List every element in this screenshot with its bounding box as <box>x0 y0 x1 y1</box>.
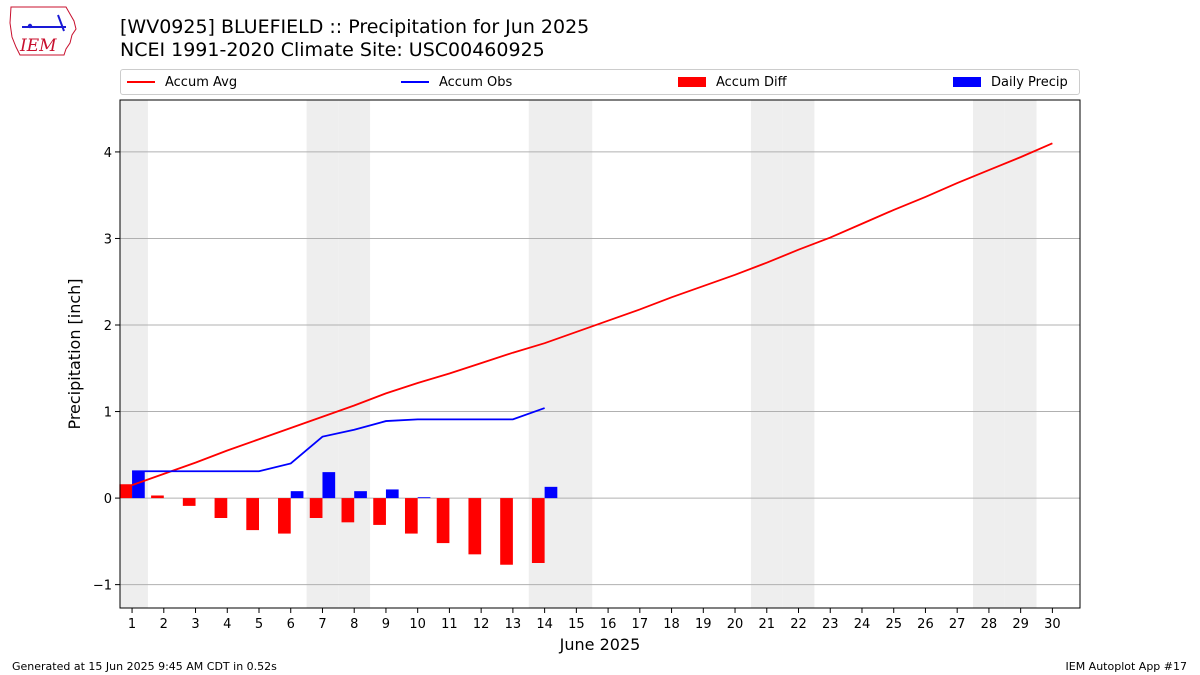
x-tick-label: 20 <box>727 617 744 632</box>
accum-diff-bar-11 <box>436 498 450 544</box>
weekend-shade-29 <box>1004 100 1037 608</box>
accum-diff-bar-8 <box>341 498 355 523</box>
daily-precip-bar-9 <box>385 489 399 499</box>
x-tick-label: 14 <box>536 617 553 632</box>
daily-precip-bar-7 <box>322 472 336 499</box>
x-tick-label: 13 <box>505 617 522 632</box>
x-tick-label: 3 <box>191 617 199 632</box>
app-credit: IEM Autoplot App #17 <box>1065 660 1188 673</box>
x-tick-label: 22 <box>790 617 807 632</box>
accum-diff-bar-10 <box>404 498 418 534</box>
daily-precip-bar-8 <box>354 491 367 499</box>
x-tick-label: 27 <box>949 617 966 632</box>
legend-label-accum-diff: Accum Diff <box>716 74 787 90</box>
plot-frame <box>119 99 1081 609</box>
y-tick-label: 2 <box>104 319 112 334</box>
y-tick-label: −1 <box>93 579 112 594</box>
weekend-shade-22 <box>782 100 815 608</box>
x-tick-label: 30 <box>1044 617 1061 632</box>
x-tick-label: 5 <box>255 617 263 632</box>
x-tick-label: 9 <box>382 617 390 632</box>
legend-swatch-daily-precip <box>953 77 981 87</box>
daily-precip-bar-14 <box>544 486 558 499</box>
accum-diff-bar-12 <box>468 498 482 555</box>
x-tick-label: 15 <box>568 617 585 632</box>
daily-precip-bar-10 <box>417 497 431 499</box>
weekend-shade-8 <box>338 100 371 608</box>
accum-avg-line <box>131 142 1053 486</box>
x-tick-label: 12 <box>473 617 490 632</box>
weekend-shade-14 <box>528 100 561 608</box>
daily-precip-bar-1 <box>132 471 145 499</box>
legend-item-accum-diff: Accum Diff <box>678 70 787 94</box>
accum-diff-bar-3 <box>182 498 196 506</box>
y-tick-label: 4 <box>104 146 112 161</box>
accum-diff-bar-7 <box>309 498 323 518</box>
x-tick-label: 23 <box>822 617 839 632</box>
legend-swatch-accum-obs <box>401 81 429 83</box>
y-tick-label: 3 <box>104 232 112 247</box>
x-tick-label: 25 <box>885 617 902 632</box>
weekend-shade-21 <box>750 100 783 608</box>
weekend-shade-15 <box>560 100 593 608</box>
x-tick-label: 17 <box>632 617 649 632</box>
iem-logo: IEM <box>9 6 77 56</box>
x-tick-label: 16 <box>600 617 617 632</box>
x-tick-label: 2 <box>160 617 168 632</box>
x-tick-label: 8 <box>350 617 358 632</box>
x-tick-label: 7 <box>318 617 326 632</box>
x-tick-label: 21 <box>758 617 775 632</box>
legend-swatch-accum-diff <box>678 77 706 87</box>
legend-item-accum-obs: Accum Obs <box>401 70 512 94</box>
chart-subtitle: NCEI 1991-2020 Climate Site: USC00460925 <box>120 39 545 61</box>
x-tick-label: 18 <box>663 617 680 632</box>
x-tick-label: 26 <box>917 617 934 632</box>
legend-label-accum-obs: Accum Obs <box>439 74 513 90</box>
y-tick-label: 0 <box>104 492 112 507</box>
legend-item-accum-avg: Accum Avg <box>127 70 237 94</box>
weekend-shade-28 <box>973 100 1005 608</box>
y-tick-label: 1 <box>104 406 112 421</box>
accum-diff-bar-5 <box>246 498 260 531</box>
x-tick-label: 19 <box>695 617 712 632</box>
x-tick-label: 29 <box>1012 617 1029 632</box>
x-tick-label: 6 <box>287 617 295 632</box>
chart-legend: Accum Avg Accum Obs Accum Diff Daily Pre… <box>120 69 1080 95</box>
logo-text: IEM <box>19 36 57 56</box>
x-tick-label: 28 <box>981 617 998 632</box>
legend-swatch-accum-avg <box>127 81 155 83</box>
accum-diff-bar-2 <box>151 495 164 499</box>
accum-diff-bar-4 <box>214 498 228 518</box>
x-tick-label: 10 <box>409 617 426 632</box>
chart-title: [WV0925] BLUEFIELD :: Precipitation for … <box>120 16 590 38</box>
x-axis-label: June 2025 <box>559 635 641 654</box>
x-tick-label: 1 <box>128 617 136 632</box>
daily-precip-bar-6 <box>290 491 304 499</box>
legend-label-accum-avg: Accum Avg <box>165 74 238 90</box>
accum-diff-bar-1 <box>119 484 133 499</box>
accum-diff-bar-13 <box>500 498 513 565</box>
accum-obs-line <box>132 407 545 473</box>
generated-timestamp: Generated at 15 Jun 2025 9:45 AM CDT in … <box>12 660 277 673</box>
weekend-shade-7 <box>306 100 339 608</box>
y-axis-label: Precipitation [inch] <box>65 278 84 429</box>
weekend-shade-1 <box>120 100 148 608</box>
accum-diff-bar-9 <box>373 498 386 525</box>
x-tick-label: 11 <box>441 617 458 632</box>
x-tick-label: 4 <box>223 617 231 632</box>
x-tick-label: 24 <box>854 617 871 632</box>
accum-diff-bar-6 <box>278 498 291 534</box>
legend-item-daily-precip: Daily Precip <box>953 70 1068 94</box>
accum-diff-bar-14 <box>531 498 545 563</box>
legend-label-daily-precip: Daily Precip <box>991 74 1068 90</box>
